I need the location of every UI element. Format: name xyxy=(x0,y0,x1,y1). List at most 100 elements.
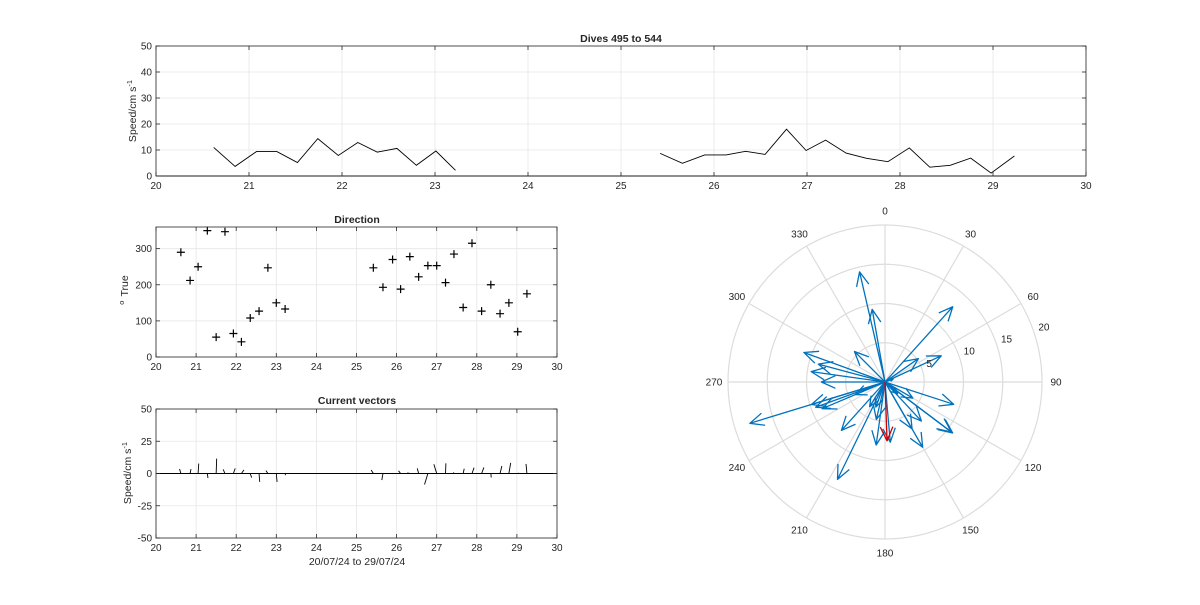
speed-y-tick-label: 40 xyxy=(141,68,153,79)
direction-point xyxy=(396,285,405,294)
direction-x-tick-label: 24 xyxy=(311,362,323,373)
speed-ylabel-text: Speed/cm s xyxy=(127,87,139,142)
direction-chart-ylabel: o True xyxy=(117,275,131,305)
compass-angle-label: 180 xyxy=(877,549,894,560)
current-vector-stick xyxy=(370,469,374,474)
compass-radius-label: 10 xyxy=(964,347,976,358)
current-vector-stick xyxy=(517,472,519,474)
vectors-ylabel-exponent: -1 xyxy=(120,442,129,449)
direction-point xyxy=(414,272,423,281)
direction-point xyxy=(441,278,450,287)
vectors-y-tick-label: 0 xyxy=(146,469,152,480)
compass-angle-label: 150 xyxy=(962,526,979,537)
vectors-x-tick-label: 24 xyxy=(311,543,323,554)
speed-x-tick-label: 26 xyxy=(708,181,720,192)
compass-angle-label: 0 xyxy=(882,207,888,218)
speed-x-tick-label: 30 xyxy=(1080,181,1092,192)
compass-vector-arrow xyxy=(884,381,914,399)
current-vector-stick xyxy=(249,473,253,478)
compass-angle-label: 60 xyxy=(1028,292,1040,303)
current-vector-stick xyxy=(481,467,485,474)
direction-x-tick-label: 25 xyxy=(351,362,363,373)
direction-point xyxy=(513,327,522,336)
compass-angle-label: 120 xyxy=(1025,463,1042,474)
speed-y-tick-label: 30 xyxy=(141,94,153,105)
direction-x-tick-label: 29 xyxy=(511,362,523,373)
direction-point xyxy=(486,280,495,289)
current-vector-stick xyxy=(179,468,182,474)
compass-angle-label: 90 xyxy=(1050,378,1062,389)
direction-x-tick-label: 27 xyxy=(431,362,443,373)
speed-x-tick-label: 20 xyxy=(150,181,162,192)
direction-point xyxy=(449,250,458,259)
current-vectors-chart: 20 21 22 23 24 25 26 27 28 29 30 -50 -25 0 25 50 Curren… xyxy=(120,395,563,568)
speed-x-tick-label: 24 xyxy=(522,181,534,192)
vectors-x-tick-label: 25 xyxy=(351,543,363,554)
vectors-y-tick-label: 25 xyxy=(141,437,153,448)
current-vector-stick xyxy=(381,473,384,481)
speed-x-tick-label: 28 xyxy=(894,181,906,192)
compass-vector-arrow xyxy=(820,375,885,389)
current-vector-stick xyxy=(241,469,245,474)
direction-ylabel-text: True xyxy=(119,275,131,296)
speed-y-tick-label: 0 xyxy=(146,172,152,183)
direction-x-tick-label: 30 xyxy=(551,362,563,373)
direction-ylabel-degree: o xyxy=(117,301,126,305)
direction-point xyxy=(255,307,264,316)
current-vector-stick xyxy=(433,464,438,474)
vectors-x-tick-label: 29 xyxy=(511,543,523,554)
speed-x-tick-label: 23 xyxy=(429,181,441,192)
direction-point xyxy=(272,298,281,307)
direction-point xyxy=(504,298,513,307)
direction-point xyxy=(405,252,414,261)
compass-angle-label: 30 xyxy=(965,229,977,240)
direction-point xyxy=(369,263,378,272)
direction-point xyxy=(459,303,468,312)
direction-point xyxy=(186,276,195,285)
speed-x-tick-label: 21 xyxy=(243,181,255,192)
direction-y-tick-label: 300 xyxy=(135,244,152,255)
compass-ring xyxy=(727,224,1043,540)
vectors-x-tick-label: 26 xyxy=(391,543,403,554)
speed-y-tick-label: 20 xyxy=(141,120,153,131)
compass-vector-arrow xyxy=(884,357,920,383)
compass-vector-arrow xyxy=(884,306,954,383)
direction-point xyxy=(237,337,246,346)
compass-vector-arrow xyxy=(884,355,942,383)
direction-x-tick-label: 23 xyxy=(271,362,283,373)
compass-angle-label: 240 xyxy=(729,463,746,474)
direction-point xyxy=(246,314,255,322)
current-vector-stick xyxy=(508,462,512,474)
direction-x-tick-label: 26 xyxy=(391,362,403,373)
current-vector-stick xyxy=(407,472,410,474)
current-vector-stick xyxy=(525,463,528,474)
compass-radius-label: 20 xyxy=(1038,322,1050,333)
compass-angle-label: 210 xyxy=(791,526,808,537)
compass-angle-label: 300 xyxy=(729,292,746,303)
direction-point xyxy=(203,226,212,235)
direction-point xyxy=(229,329,238,338)
compass-angle-label: 270 xyxy=(706,378,723,389)
compass-mean-arrow xyxy=(879,381,894,442)
direction-point xyxy=(432,261,441,270)
direction-y-tick-label: 100 xyxy=(135,316,152,327)
current-vector-stick xyxy=(416,468,420,474)
compass-vector-arrow xyxy=(840,381,886,432)
compass-vector-arrow xyxy=(810,366,886,383)
speed-ylabel-exponent: -1 xyxy=(125,80,134,87)
current-vectors-chart-title: Current vectors xyxy=(318,395,396,407)
direction-point xyxy=(423,261,432,270)
compass-angle-label: 330 xyxy=(791,229,808,240)
compass-vector-arrow xyxy=(853,350,886,383)
compass-vector-arrow xyxy=(810,381,886,408)
direction-point xyxy=(378,283,387,292)
current-vector-stick xyxy=(215,458,218,474)
vectors-x-tick-label: 22 xyxy=(231,543,243,554)
speed-y-tick-label: 50 xyxy=(141,42,153,53)
speed-chart: 20 21 22 23 24 25 26 27 28 29 30 0 10 20 30 40 50 Dives … xyxy=(125,33,1092,192)
compass-vector-arrow xyxy=(803,350,886,383)
current-vector-stick xyxy=(471,467,475,474)
compass-vector-arrow xyxy=(884,381,954,434)
compass-vector-arrow xyxy=(884,381,955,407)
